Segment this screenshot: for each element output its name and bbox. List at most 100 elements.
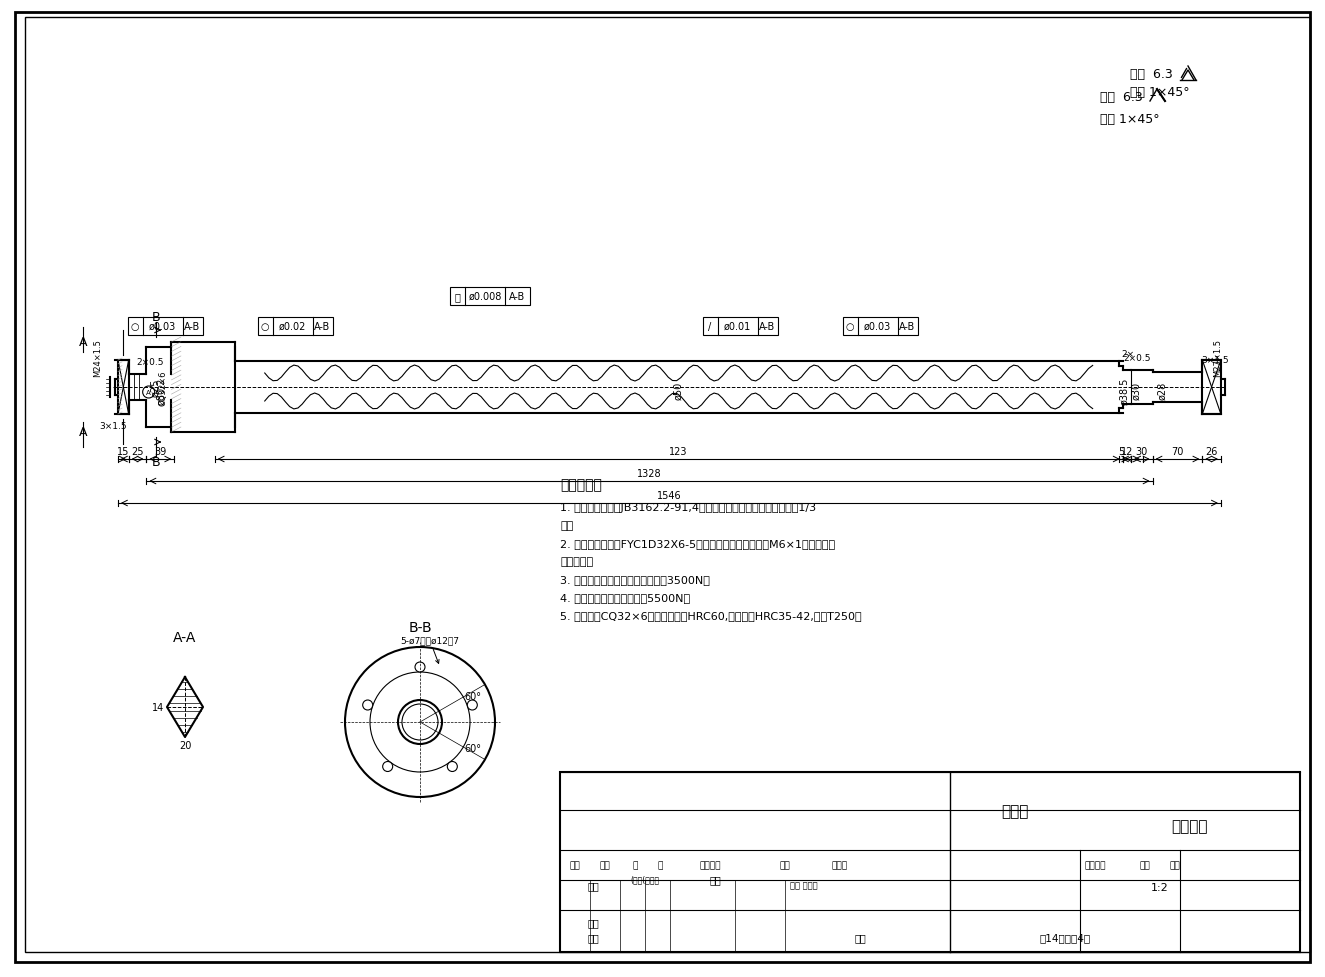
- Text: 位置加工；: 位置加工；: [560, 557, 594, 567]
- Text: 2. 滚珠丝杠螺母按FYC1D32X6-5制造，两端均带密封圈，M6×1螺孔按图示: 2. 滚珠丝杠螺母按FYC1D32X6-5制造，两端均带密封圈，M6×1螺孔按图…: [560, 538, 835, 548]
- Bar: [1202, 361, 1220, 414]
- Text: 组合件: 组合件: [1002, 804, 1028, 819]
- Text: 2×0.5: 2×0.5: [1124, 354, 1151, 363]
- Text: 12: 12: [1121, 446, 1133, 456]
- Text: 其余  6.3: 其余 6.3: [1130, 68, 1173, 81]
- Text: (签名(年月日: (签名(年月日: [629, 874, 659, 883]
- Text: A-B: A-B: [314, 321, 331, 331]
- Text: A-B: A-B: [759, 321, 775, 331]
- Text: 2×: 2×: [1121, 350, 1134, 360]
- Text: 其余  6.3: 其余 6.3: [1100, 92, 1142, 105]
- Text: ○: ○: [845, 321, 855, 331]
- Bar: [702, 318, 778, 336]
- Text: B: B: [152, 312, 160, 324]
- Text: 25: 25: [131, 446, 144, 456]
- Text: A-A: A-A: [174, 630, 196, 645]
- Text: 1546: 1546: [657, 490, 682, 500]
- Text: ø30: ø30: [1132, 382, 1141, 400]
- Text: A: A: [78, 336, 87, 349]
- Text: ø80.2: ø80.2: [156, 377, 167, 404]
- Bar: [560, 772, 1300, 952]
- Text: 标准: 标准: [710, 874, 722, 884]
- Text: ø38.5: ø38.5: [1120, 377, 1129, 404]
- Text: 审核: 审核: [588, 917, 600, 927]
- Text: 设计: 设计: [588, 880, 600, 890]
- Text: B: B: [152, 456, 160, 469]
- Text: 倒角 1×45°: 倒角 1×45°: [1100, 113, 1159, 126]
- Text: B-B: B-B: [408, 620, 432, 634]
- Bar: [451, 287, 530, 306]
- Text: 比例: 比例: [1170, 861, 1181, 870]
- Text: 3×1.5: 3×1.5: [99, 422, 127, 431]
- Text: 1328: 1328: [637, 469, 661, 479]
- Text: 标记: 标记: [570, 861, 580, 870]
- Text: A-B: A-B: [900, 321, 916, 331]
- Text: ø50: ø50: [673, 381, 684, 400]
- Circle shape: [398, 701, 443, 744]
- Text: 60°: 60°: [464, 691, 481, 701]
- Text: 70: 70: [1171, 446, 1183, 456]
- Text: ø28: ø28: [1158, 381, 1167, 400]
- Text: M27×1.5: M27×1.5: [1212, 339, 1222, 376]
- Text: 圈；: 圈；: [560, 521, 574, 531]
- Text: 倒角 1×45°: 倒角 1×45°: [1130, 86, 1190, 100]
- Text: CQ32×6: CQ32×6: [159, 370, 168, 405]
- Text: 30: 30: [1136, 446, 1147, 456]
- Text: 2×0.5: 2×0.5: [136, 359, 164, 367]
- Text: 年月日: 年月日: [832, 861, 848, 870]
- Text: 签名: 签名: [779, 861, 791, 870]
- Text: 1. 滚珠丝杠精度按JB3162.2-91,4级精度制造螺纹两端修去不完整扣1/3: 1. 滚珠丝杠精度按JB3162.2-91,4级精度制造螺纹两端修去不完整扣1/…: [560, 502, 816, 513]
- Text: 3×1.5: 3×1.5: [1202, 357, 1230, 365]
- Circle shape: [363, 701, 372, 710]
- Text: 阶段标记: 阶段标记: [1084, 861, 1106, 870]
- Text: 5. 热处理：CQ32×6螺纹滚道硬度HRC60,四方部分HRC35-42,其余T250。: 5. 热处理：CQ32×6螺纹滚道硬度HRC60,四方部分HRC35-42,其余…: [560, 611, 861, 620]
- Text: 处数: 处数: [600, 861, 611, 870]
- Text: 60°: 60°: [464, 743, 481, 753]
- Text: 20: 20: [179, 741, 191, 750]
- Text: M24×1.5: M24×1.5: [94, 339, 102, 376]
- Text: /: /: [709, 321, 712, 331]
- Text: A: A: [146, 390, 151, 396]
- Text: 共14张，第4张: 共14张，第4张: [1039, 932, 1090, 942]
- Text: 滚珠丝杠: 滚珠丝杠: [1171, 819, 1208, 833]
- Text: 质量: 质量: [1140, 861, 1150, 870]
- Text: 39: 39: [154, 446, 167, 456]
- Text: 5: 5: [1118, 446, 1124, 456]
- Text: 15: 15: [117, 446, 130, 456]
- Bar: [843, 318, 917, 336]
- Text: 14: 14: [152, 702, 164, 712]
- Text: 5-ø7沉孔ø12深7: 5-ø7沉孔ø12深7: [400, 635, 458, 663]
- Text: 签名 年月日: 签名 年月日: [790, 880, 818, 890]
- Text: 3. 滚珠丝杠与螺母间的预加负荷为3500N；: 3. 滚珠丝杠与螺母间的预加负荷为3500N；: [560, 574, 710, 584]
- Text: 123: 123: [669, 446, 688, 456]
- Text: A-B: A-B: [509, 292, 526, 302]
- Text: 1:2: 1:2: [1151, 882, 1169, 892]
- Text: 区: 区: [657, 861, 662, 870]
- Bar: [118, 361, 129, 414]
- Text: ø0.03: ø0.03: [148, 321, 176, 331]
- Circle shape: [383, 762, 392, 772]
- Text: ø0.02: ø0.02: [278, 321, 306, 331]
- Text: ○: ○: [261, 321, 269, 331]
- Text: ø25: ø25: [150, 378, 160, 397]
- Text: A-B: A-B: [184, 321, 200, 331]
- Text: ø0.01: ø0.01: [723, 321, 751, 331]
- Text: 工艺: 工艺: [588, 932, 600, 942]
- Text: 分: 分: [632, 861, 637, 870]
- Circle shape: [468, 701, 477, 710]
- Text: 26: 26: [1206, 446, 1218, 456]
- Circle shape: [344, 648, 496, 797]
- Text: 标准: 标准: [855, 932, 865, 942]
- Text: A: A: [78, 426, 87, 439]
- Text: ○: ○: [131, 321, 139, 331]
- Text: ø0.008: ø0.008: [468, 292, 502, 302]
- Circle shape: [415, 662, 425, 672]
- Bar: [257, 318, 333, 336]
- Text: 4. 滚珠丝杠轴的预加负荷为5500N；: 4. 滚珠丝杠轴的预加负荷为5500N；: [560, 592, 690, 603]
- Text: ø0.03: ø0.03: [864, 321, 892, 331]
- Circle shape: [448, 762, 457, 772]
- Bar: [127, 318, 203, 336]
- Text: ⌒: ⌒: [454, 292, 461, 302]
- Text: 更改文件: 更改文件: [700, 861, 721, 870]
- Text: 技术条件：: 技术条件：: [560, 478, 602, 491]
